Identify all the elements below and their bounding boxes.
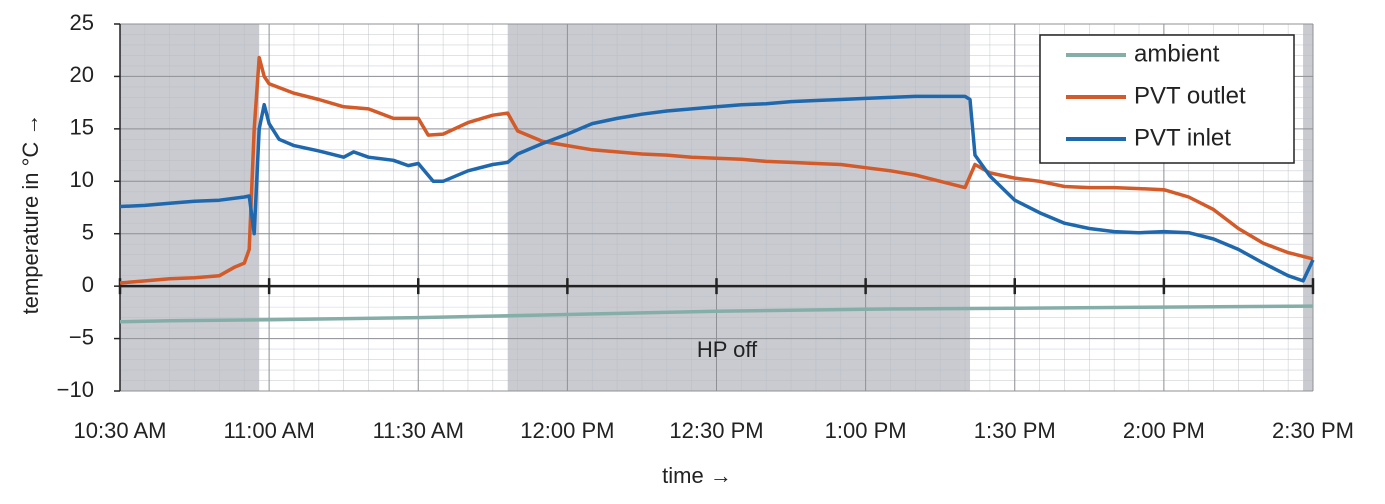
x-axis-label: time →	[662, 463, 732, 488]
legend-label: ambient	[1134, 40, 1220, 67]
y-tick-label: 0	[82, 272, 94, 297]
shaded-region	[507, 24, 971, 391]
series-line	[119, 304, 1314, 324]
series-line	[119, 94, 1315, 283]
y-tick-label: 20	[70, 62, 94, 87]
shaded-region	[120, 24, 260, 391]
annotation: HP off	[697, 337, 758, 362]
x-tick-label: 10:30 AM	[74, 418, 167, 443]
shaded-region	[1303, 24, 1313, 391]
x-tick-label: 1:30 PM	[974, 418, 1056, 443]
y-tick-label: 10	[70, 167, 94, 192]
x-tick-label: 11:00 AM	[223, 418, 314, 443]
x-tick-label: 12:00 PM	[520, 418, 614, 443]
x-tick-label: 1:00 PM	[825, 418, 907, 443]
y-tick-label: 15	[70, 115, 94, 140]
legend-label: PVT inlet	[1134, 124, 1231, 151]
plot-background	[119, 23, 1314, 392]
x-tick-label: 2:00 PM	[1123, 418, 1205, 443]
legend-label: PVT outlet	[1134, 82, 1246, 109]
x-tick-label: 2:30 PM	[1272, 418, 1354, 443]
y-tick-label: −5	[69, 324, 94, 349]
y-axis-label: temperature in °C →	[18, 114, 43, 315]
y-tick-label: −10	[57, 377, 94, 402]
series-line	[119, 55, 1314, 285]
y-tick-label: 25	[70, 10, 94, 35]
x-tick-label: 11:30 AM	[373, 418, 464, 443]
y-tick-label: 5	[82, 220, 94, 245]
x-tick-label: 12:30 PM	[669, 418, 763, 443]
